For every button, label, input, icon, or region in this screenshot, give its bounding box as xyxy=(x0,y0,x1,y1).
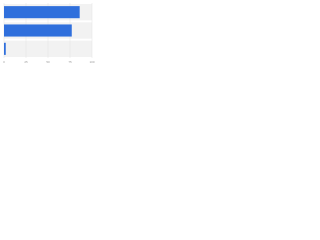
chart: 0 25 50 75 100 xyxy=(0,0,100,71)
x-tick-label: 25 xyxy=(24,60,28,64)
x-tick-label: 0 xyxy=(3,60,5,64)
x-tick-label: 75 xyxy=(68,60,72,64)
bar xyxy=(4,42,6,55)
bar xyxy=(4,24,72,37)
x-tick-label: 50 xyxy=(46,60,50,64)
x-tick-label: 100 xyxy=(89,60,94,64)
bar xyxy=(4,6,80,19)
